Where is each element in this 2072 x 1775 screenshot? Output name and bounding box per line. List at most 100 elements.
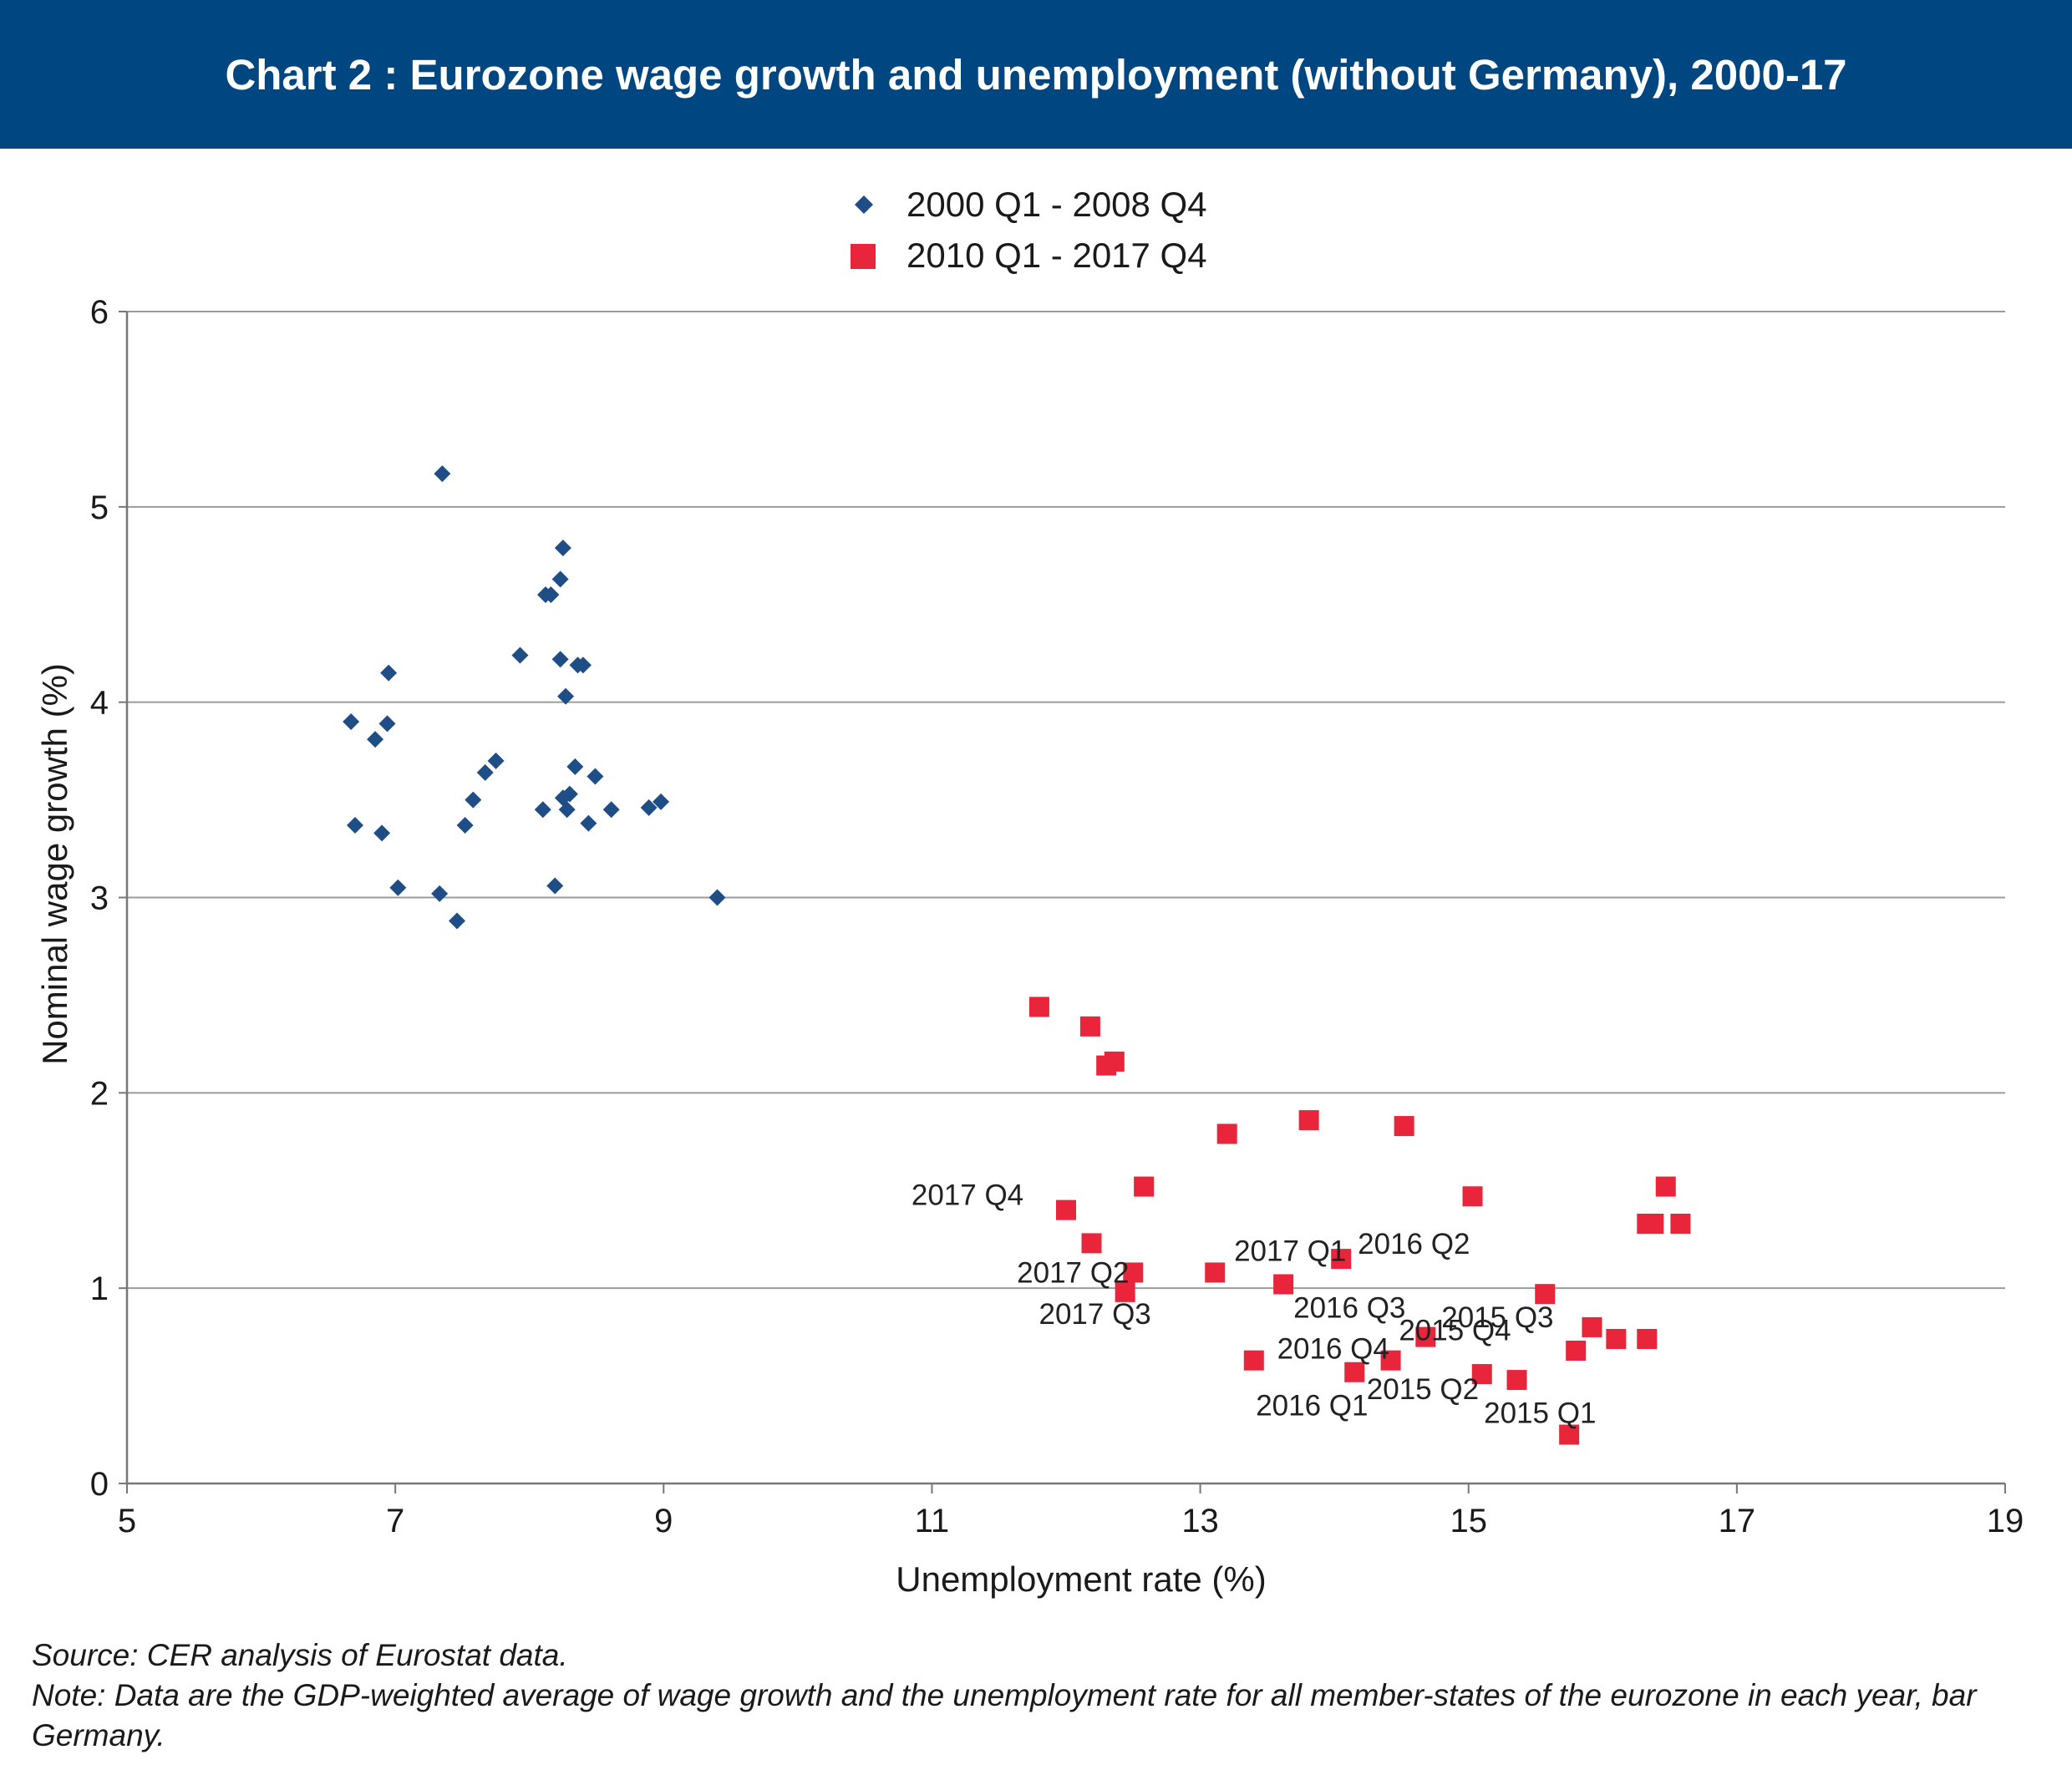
data-point-diamond (708, 889, 726, 906)
data-point-diamond (380, 664, 398, 682)
x-tick-label: 17 (1719, 1503, 1756, 1539)
data-point-diamond (378, 715, 396, 733)
legend-label-series-1: 2000 Q1 - 2008 Q4 (906, 185, 1207, 224)
legend-label-series-2: 2010 Q1 - 2017 Q4 (906, 236, 1207, 275)
data-point-square (1243, 1350, 1264, 1371)
data-label: 2016 Q4 (1277, 1333, 1389, 1366)
data-point-square (1471, 1364, 1492, 1385)
scatter-chart: 0 1 2 3 4 5 6 5 7 9 11 13 15 17 19 Unemployment rate (%… (35, 185, 2024, 1599)
data-point-diamond (511, 647, 529, 664)
x-tick-label: 15 (1450, 1503, 1487, 1539)
data-point-square (1273, 1274, 1294, 1295)
legend-marker-diamond (855, 195, 873, 214)
data-point-diamond (551, 571, 569, 588)
data-point-diamond (566, 758, 584, 775)
data-point-diamond (546, 877, 564, 895)
data-point-diamond (476, 763, 494, 781)
data-point-square (1637, 1328, 1658, 1349)
data-point-square (1566, 1340, 1587, 1361)
data-point-diamond (456, 816, 474, 834)
x-tick-label: 9 (654, 1503, 673, 1539)
y-tick-label: 2 (90, 1075, 109, 1112)
data-label: 2017 Q3 (1039, 1298, 1151, 1331)
data-point-square (1331, 1249, 1352, 1270)
data-label: 2016 Q2 (1358, 1228, 1470, 1260)
data-point-square (1115, 1281, 1135, 1302)
data-label: 2015 Q1 (1484, 1397, 1596, 1430)
data-point-diamond (558, 801, 576, 819)
data-label: 2015 Q4 (1399, 1315, 1511, 1347)
data-label: 2016 Q1 (1256, 1390, 1368, 1423)
data-point-diamond (389, 879, 407, 896)
data-label: 2015 Q2 (1367, 1373, 1479, 1406)
y-tick-label: 0 (90, 1466, 109, 1503)
x-tick-label: 13 (1181, 1503, 1219, 1539)
data-point-diamond (431, 885, 449, 902)
data-label: 2017 Q4 (912, 1179, 1023, 1212)
data-point-square (1096, 1055, 1117, 1076)
data-point-diamond (343, 713, 360, 731)
x-tick-label: 19 (1987, 1503, 2024, 1539)
y-tick-label: 3 (90, 880, 109, 917)
footer: Source: CER analysis of Eurostat data. N… (32, 1636, 2037, 1756)
data-point-square (1123, 1262, 1144, 1283)
data-point-square (1462, 1186, 1483, 1207)
data-point-square (1056, 1199, 1076, 1220)
y-tick-label: 4 (90, 685, 109, 722)
data-point-square (1559, 1424, 1580, 1445)
data-point-diamond (602, 801, 620, 819)
data-point-square (1205, 1262, 1226, 1283)
data-point-square (1415, 1326, 1436, 1347)
x-tick-label: 11 (915, 1503, 950, 1539)
source-note: Source: CER analysis of Eurostat data. (32, 1638, 568, 1672)
data-point-square (1216, 1123, 1237, 1144)
data-label: 2016 Q3 (1293, 1291, 1405, 1324)
data-point-square (1298, 1110, 1319, 1131)
data-point-square (1670, 1214, 1691, 1235)
data-point-square (1582, 1316, 1602, 1337)
data-point-diamond (534, 801, 551, 819)
data-point-square (1081, 1233, 1102, 1254)
chart-title: Chart 2 : Eurozone wage growth and unemp… (225, 50, 1847, 99)
data-note: Note: Data are the GDP-weighted average … (32, 1678, 1977, 1752)
data-point-diamond (574, 657, 592, 674)
data-label: 2015 Q3 (1441, 1301, 1553, 1334)
data-point-diamond (554, 539, 571, 556)
x-tick-label: 5 (118, 1503, 136, 1539)
data-point-diamond (542, 586, 560, 604)
data-point-diamond (373, 824, 391, 842)
legend-marker-square (851, 244, 876, 269)
data-point-diamond (449, 912, 466, 930)
y-tick-label: 6 (90, 294, 109, 331)
title-banner: Chart 2 : Eurozone wage growth and unemp… (0, 0, 2072, 149)
data-point-diamond (557, 687, 575, 705)
data-point-square (1606, 1328, 1627, 1349)
data-point-diamond (346, 816, 363, 834)
data-point-square (1344, 1362, 1365, 1382)
data-label: 2017 Q2 (1017, 1256, 1129, 1289)
data-point-diamond (465, 791, 482, 809)
y-axis-title: Nominal wage growth (%) (35, 663, 74, 1065)
data-point-diamond (580, 814, 597, 832)
data-point-diamond (434, 465, 451, 483)
data-point-diamond (640, 799, 658, 816)
data-point-diamond (587, 768, 604, 785)
data-point-square (1506, 1370, 1527, 1391)
data-point-square (1394, 1116, 1414, 1137)
data-point-diamond (367, 731, 384, 748)
x-axis-title: Unemployment rate (%) (896, 1559, 1266, 1599)
data-point-square (1079, 1016, 1100, 1037)
data-point-square (1535, 1284, 1556, 1305)
y-tick-label: 5 (90, 489, 109, 526)
data-point-diamond (487, 752, 505, 769)
data-point-square (1655, 1176, 1676, 1197)
data-point-diamond (653, 793, 670, 810)
data-point-square (1028, 997, 1049, 1017)
data-label: 2017 Q1 (1234, 1235, 1346, 1267)
data-point-diamond (551, 651, 569, 668)
y-tick-label: 1 (90, 1270, 109, 1307)
data-point-square (1380, 1350, 1401, 1371)
x-tick-label: 7 (386, 1503, 404, 1539)
data-point-square (1643, 1214, 1664, 1235)
data-point-square (1134, 1176, 1155, 1197)
